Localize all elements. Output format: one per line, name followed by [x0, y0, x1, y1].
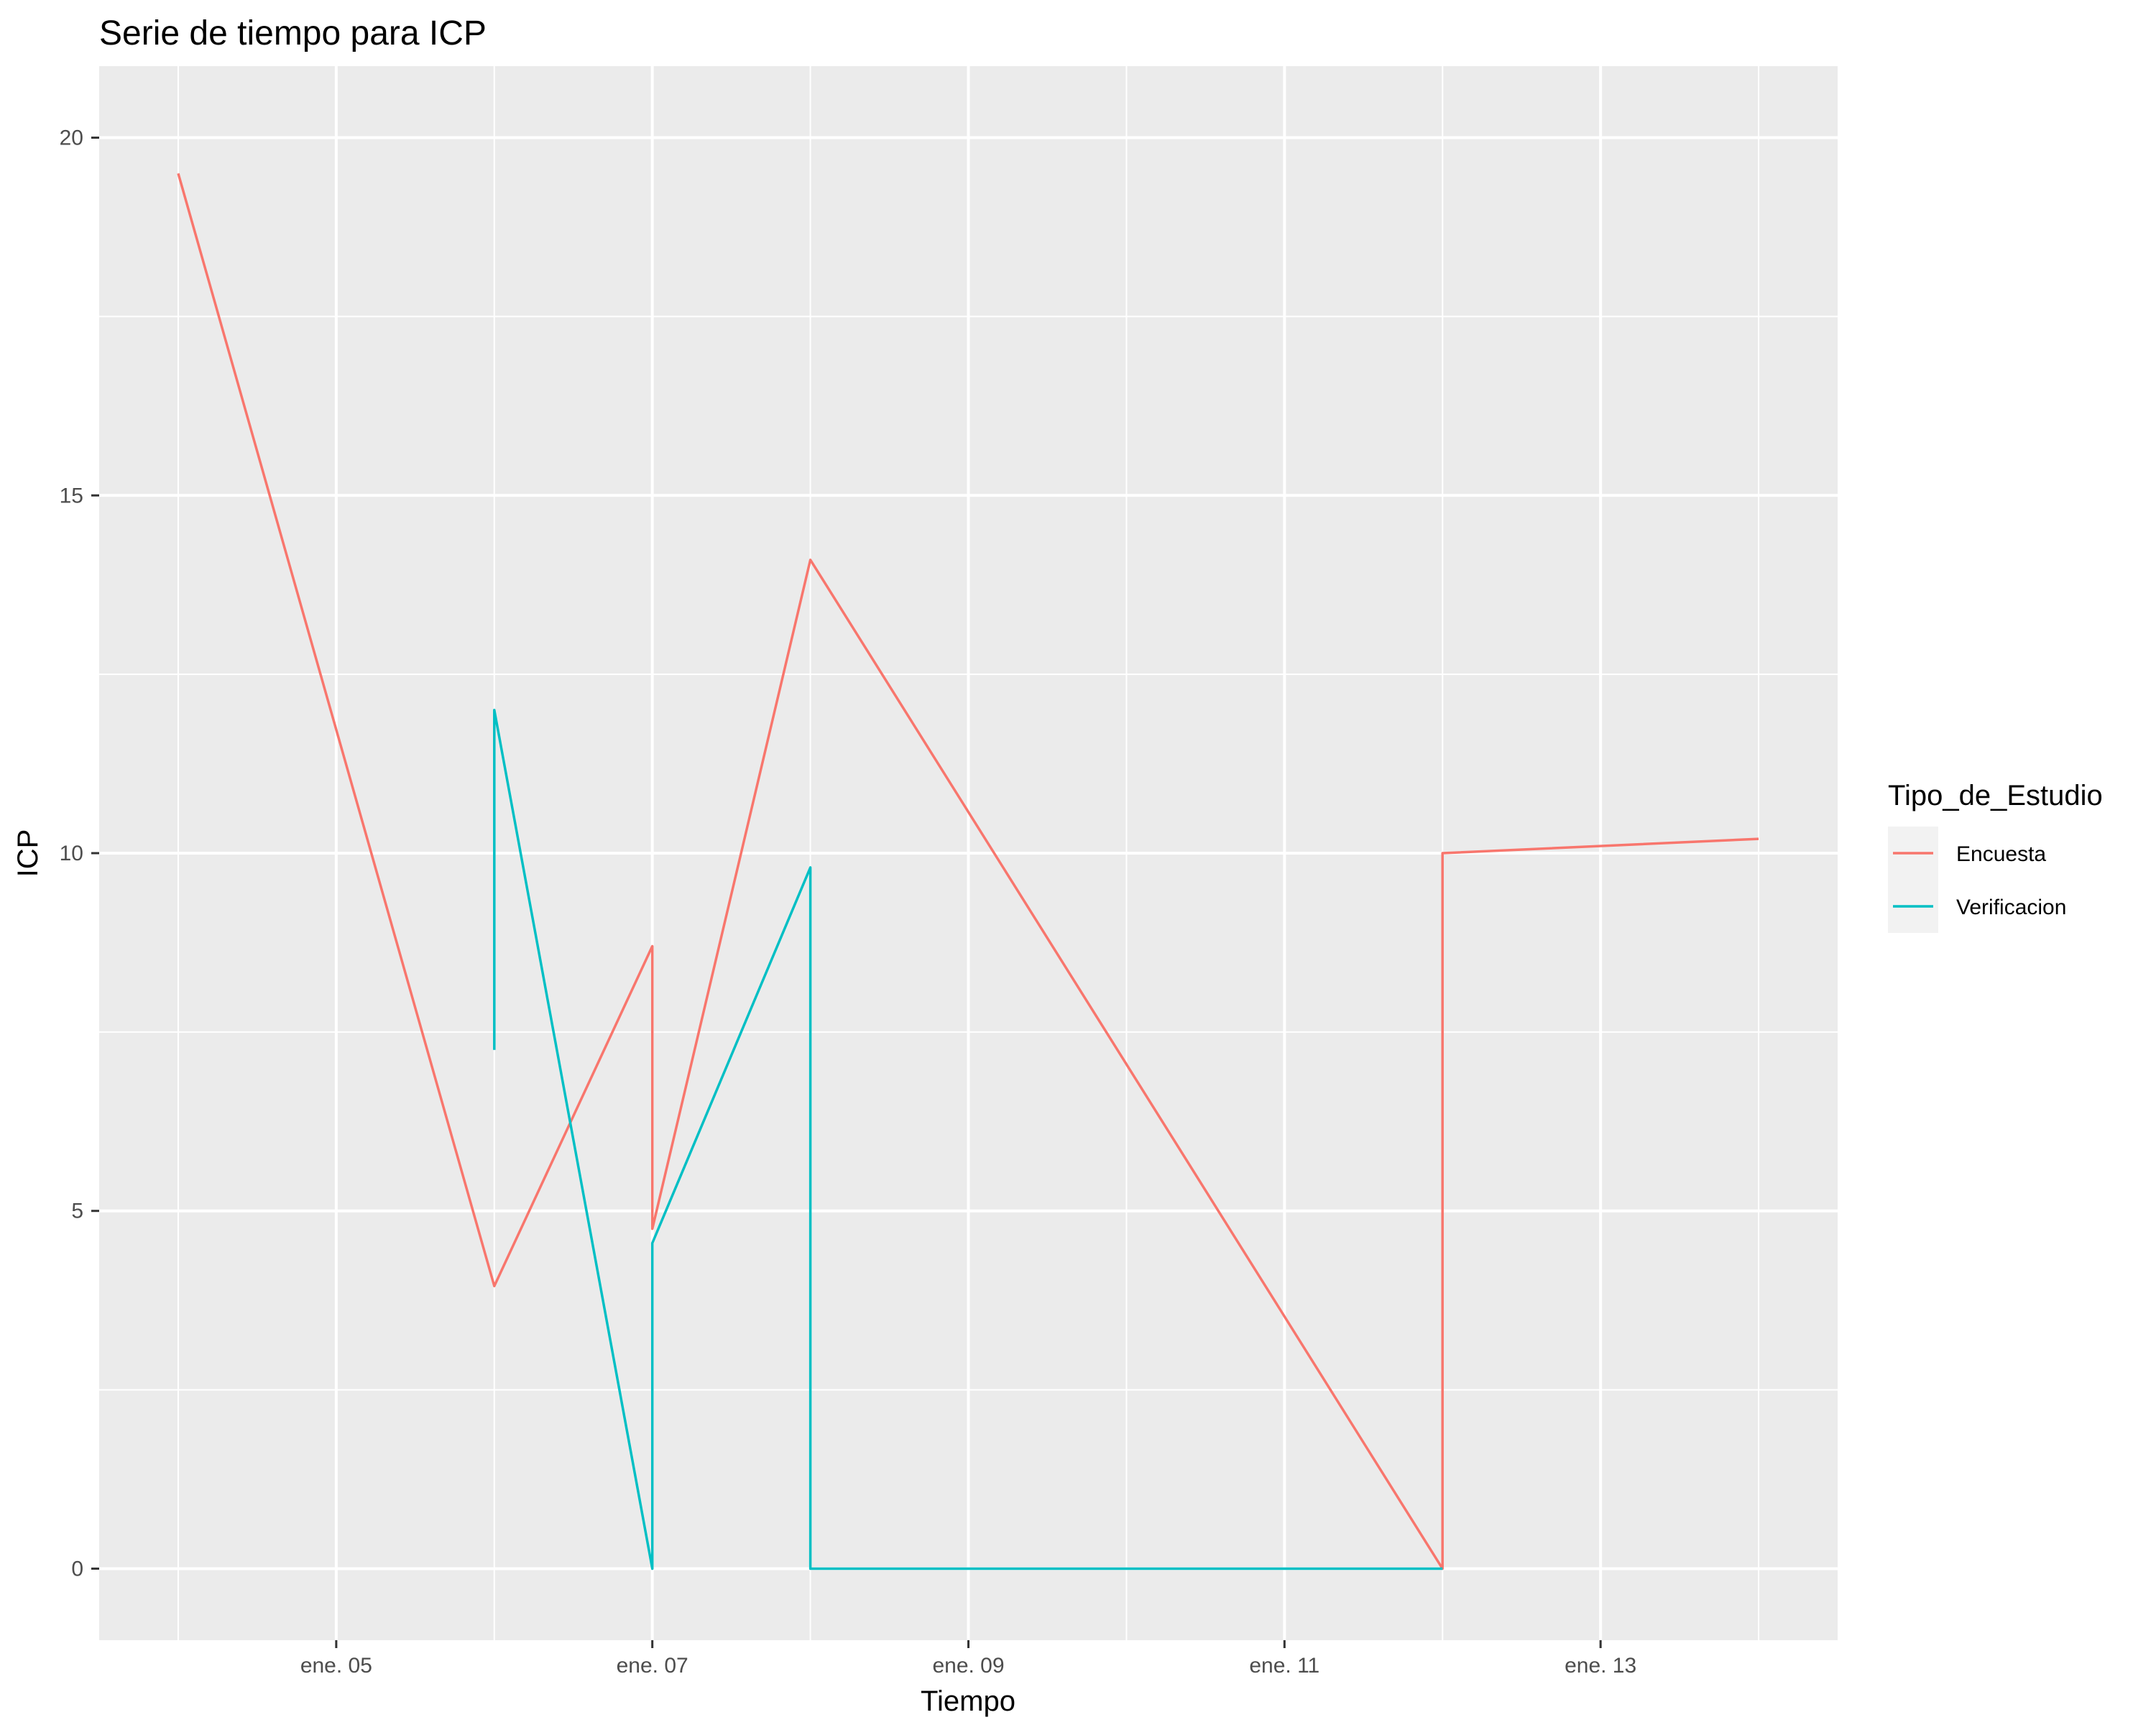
- chart-title: Serie de tiempo para ICP: [99, 14, 487, 52]
- series-line-encuesta: [177, 172, 1759, 1570]
- legend-label-encuesta: Encuesta: [1956, 842, 2046, 866]
- x-tick-label: ene. 09: [932, 1654, 1004, 1678]
- y-axis: 0 5 10 15 20: [60, 126, 99, 1581]
- x-axis: ene. 05 ene. 07 ene. 09 ene. 11 ene. 13: [300, 1640, 1636, 1678]
- series-lines: [177, 172, 1759, 1570]
- y-axis-title: ICP: [12, 829, 44, 878]
- x-tick-label: ene. 11: [1249, 1654, 1319, 1678]
- y-tick-label: 10: [60, 842, 83, 865]
- x-axis-title: Tiempo: [921, 1685, 1015, 1717]
- legend-title: Tipo_de_Estudio: [1888, 780, 2103, 811]
- legend-items: Encuesta Verificacion: [1888, 827, 2066, 933]
- legend-label-verificacion: Verificacion: [1956, 896, 2066, 919]
- x-tick-label: ene. 07: [617, 1654, 688, 1678]
- series-line-verificacion: [493, 709, 1443, 1570]
- y-tick-label: 20: [60, 126, 83, 150]
- x-tick-label: ene. 13: [1565, 1654, 1636, 1678]
- y-tick-label: 15: [60, 484, 83, 507]
- y-tick-label: 5: [71, 1200, 83, 1223]
- legend: Tipo_de_Estudio Encuesta Verificacion: [1888, 780, 2103, 933]
- x-tick-label: ene. 05: [300, 1654, 372, 1678]
- y-tick-label: 0: [71, 1557, 83, 1581]
